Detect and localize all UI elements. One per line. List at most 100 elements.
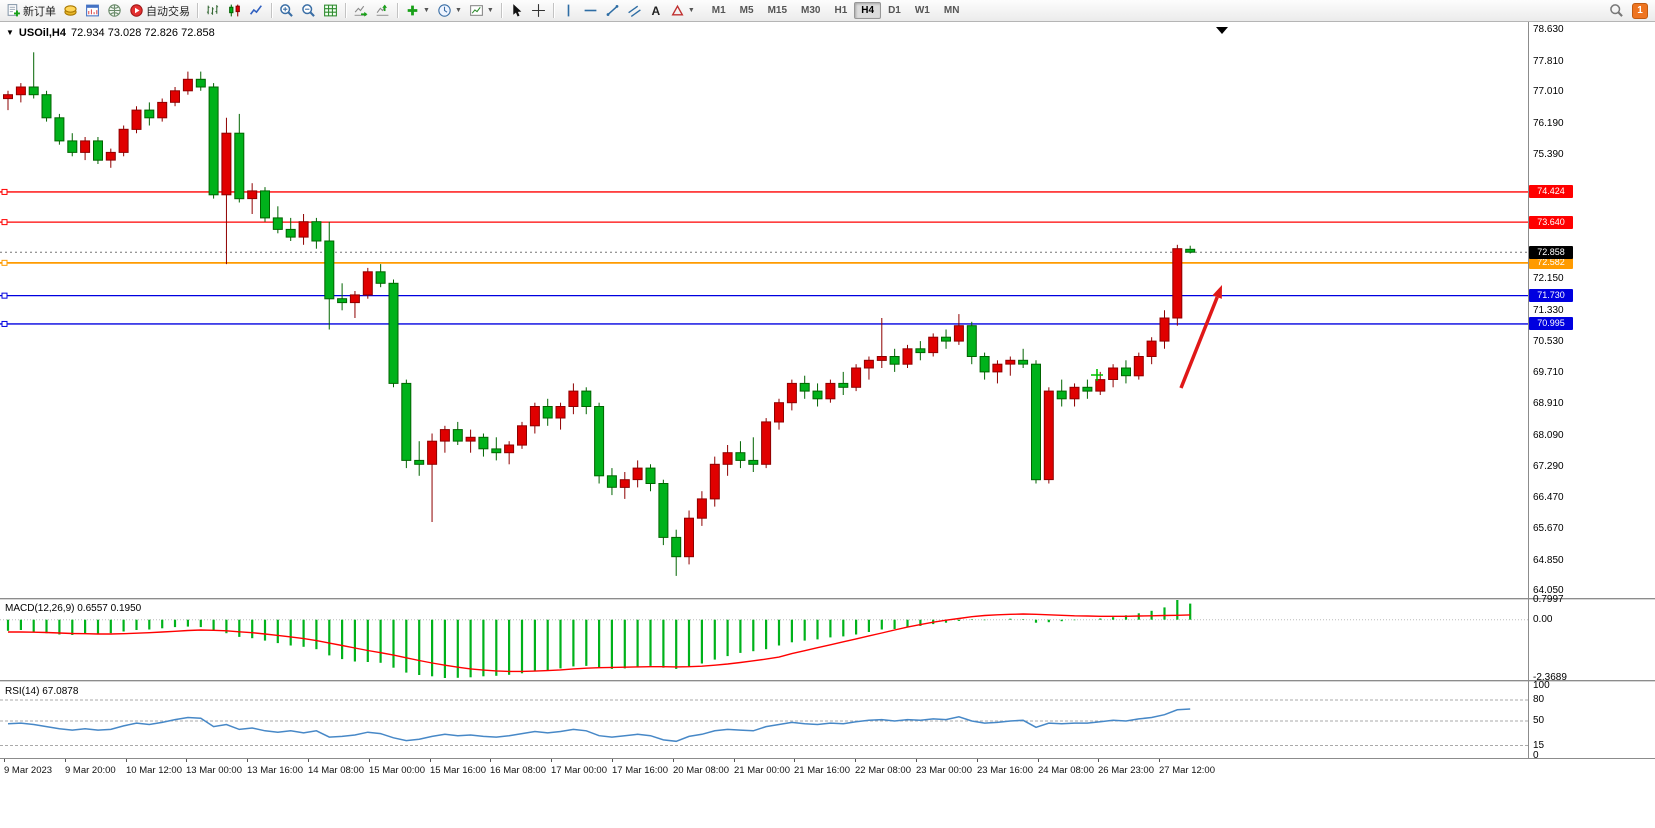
time-axis-label: 17 Mar 16:00	[612, 765, 668, 776]
line-chart-button[interactable]	[246, 1, 267, 21]
add-indicator-button[interactable]: ▼	[402, 1, 433, 21]
trend-arrow-object[interactable]	[1179, 296, 1219, 389]
text-icon: A	[651, 3, 661, 18]
toolbar-separator	[345, 3, 346, 18]
time-axis-label: 21 Mar 16:00	[794, 765, 850, 776]
notification-badge[interactable]: 1	[1632, 2, 1648, 19]
periods-button[interactable]: ▼	[434, 1, 465, 21]
price-axis-tick: 78.630	[1533, 24, 1564, 35]
auto-scroll-button[interactable]	[350, 1, 371, 21]
search-button[interactable]	[1606, 1, 1627, 21]
rsi-axis-tick: 50	[1533, 715, 1545, 726]
templates-button[interactable]: ▼	[466, 1, 497, 21]
line-anchor[interactable]	[1, 320, 8, 327]
timeframe-m5-button[interactable]: M5	[733, 2, 761, 19]
cursor-button[interactable]	[506, 1, 527, 21]
auto-trading-button[interactable]: 自动交易	[126, 1, 193, 21]
main-toolbar: 新订单 自动交易 ▼ ▼ ▼ A ▼ M1 M5 M15 M30 H1 H4 D…	[0, 0, 1655, 22]
time-axis-label: 13 Mar 16:00	[247, 765, 303, 776]
time-axis-label: 22 Mar 08:00	[855, 765, 911, 776]
price-axis-tick: 64.050	[1533, 585, 1564, 596]
zoom-out-button[interactable]	[298, 1, 319, 21]
triangle-marker	[1216, 27, 1228, 34]
timeframe-h1-button[interactable]: H1	[827, 2, 854, 19]
price-tag: 74.424	[1529, 185, 1573, 198]
line-anchor[interactable]	[1, 188, 8, 195]
chart-info: ▼ USOil,H4 72.934 73.028 72.826 72.858	[6, 27, 215, 39]
chevron-down-icon: ▼	[687, 7, 695, 14]
timeframe-m15-button[interactable]: M15	[761, 2, 794, 19]
gold-coin-icon	[64, 5, 77, 16]
time-axis-label: 21 Mar 00:00	[734, 765, 790, 776]
time-axis-tick	[551, 759, 552, 762]
crosshair-button[interactable]	[528, 1, 549, 21]
bar-chart-button[interactable]	[202, 1, 223, 21]
zoom-in-icon	[280, 4, 293, 17]
rsi-axis-tick: 80	[1533, 694, 1545, 705]
auto-trading-label: 自动交易	[146, 5, 190, 18]
text-tool-button[interactable]: A	[646, 1, 666, 21]
time-axis-label: 17 Mar 00:00	[551, 765, 607, 776]
line-anchor[interactable]	[1, 259, 8, 266]
line-anchor[interactable]	[1, 292, 8, 299]
time-axis-label: 16 Mar 08:00	[490, 765, 546, 776]
macd-axis-tick: 0.7997	[1533, 594, 1564, 605]
rsi-axis-tick: 0	[1533, 750, 1539, 761]
main-chart-canvas[interactable]	[0, 22, 1528, 598]
timeframe-w1-button[interactable]: W1	[908, 2, 937, 19]
one-click-trading-toggle[interactable]: ▼	[6, 28, 14, 37]
time-axis-tick	[186, 759, 187, 762]
time-axis[interactable]: 9 Mar 2023 9 Mar 20:00 10 Mar 12:00 13 Mar …	[0, 758, 1655, 828]
candlestick-chart-button[interactable]	[224, 1, 245, 21]
chart-shift-button[interactable]	[372, 1, 393, 21]
bar-chart-icon	[206, 5, 219, 15]
time-axis-tick	[308, 759, 309, 762]
equidistant-channel-button[interactable]	[624, 1, 645, 21]
price-axis-tick: 76.190	[1533, 118, 1564, 129]
macd-panel-splitter[interactable]	[0, 598, 1655, 600]
ohlc-values: 72.934 73.028 72.826 72.858	[71, 27, 215, 39]
rsi-value: 67.0878	[42, 686, 79, 697]
price-axis-tick: 71.330	[1533, 305, 1564, 316]
vertical-line-button[interactable]	[558, 1, 579, 21]
horizontal-line-button[interactable]	[580, 1, 601, 21]
time-axis-label: 24 Mar 08:00	[1038, 765, 1094, 776]
macd-panel-canvas[interactable]	[0, 600, 1528, 680]
zoom-in-button[interactable]	[276, 1, 297, 21]
time-axis-tick	[1038, 759, 1039, 762]
rsi-panel-canvas[interactable]	[0, 683, 1528, 758]
rsi-panel-splitter[interactable]	[0, 680, 1655, 682]
tile-windows-button[interactable]	[320, 1, 341, 21]
price-axis-tick: 70.530	[1533, 336, 1564, 347]
new-chart-button[interactable]	[82, 1, 103, 21]
time-axis-tick	[977, 759, 978, 762]
time-axis-tick	[673, 759, 674, 762]
timeframe-mn-button[interactable]: MN	[937, 2, 967, 19]
toolbar-separator	[271, 3, 272, 18]
autotrade-icon	[130, 4, 143, 17]
time-axis-tick	[1159, 759, 1160, 762]
timeframe-toolbar: M1 M5 M15 M30 H1 H4 D1 W1 MN	[705, 2, 967, 19]
new-order-icon	[7, 4, 20, 17]
toolbar-separator	[552, 3, 554, 18]
timeframe-m1-button[interactable]: M1	[705, 2, 733, 19]
timeframe-d1-button[interactable]: D1	[881, 2, 908, 19]
macd-name: MACD(12,26,9)	[5, 603, 75, 614]
shapes-button[interactable]: ▼	[667, 1, 698, 21]
market-watch-button[interactable]	[60, 1, 81, 21]
time-axis-tick	[369, 759, 370, 762]
time-axis-tick	[126, 759, 127, 762]
trendline-button[interactable]	[602, 1, 623, 21]
price-scale[interactable]: 78.630 77.810 77.010 76.190 75.390 72.150 71.3…	[1528, 22, 1600, 761]
rsi-name: RSI(14)	[5, 686, 40, 697]
auto-scroll-icon	[354, 5, 368, 17]
data-window-button[interactable]	[104, 1, 125, 21]
timeframe-h4-button[interactable]: H4	[854, 2, 882, 19]
timeframe-m30-button[interactable]: M30	[794, 2, 827, 19]
price-axis-tick: 64.850	[1533, 555, 1564, 566]
new-order-button[interactable]: 新订单	[3, 1, 59, 21]
chevron-down-icon: ▼	[423, 7, 430, 14]
rsi-axis-tick: 15	[1533, 740, 1545, 751]
toolbar-separator	[397, 3, 398, 18]
line-anchor[interactable]	[1, 219, 8, 226]
